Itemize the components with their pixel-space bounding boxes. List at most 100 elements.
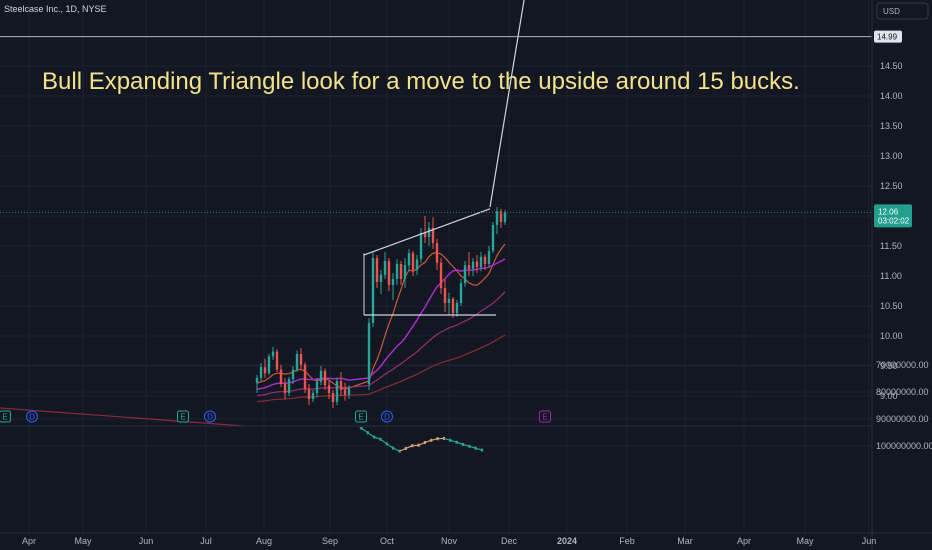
time-tick-label: Oct <box>380 536 395 546</box>
candle-body <box>255 378 259 383</box>
time-tick-label: Jun <box>862 536 877 546</box>
candle-body <box>339 381 343 390</box>
candle-body <box>475 261 479 267</box>
candle-body <box>287 379 291 393</box>
event-marker-label[interactable]: D <box>207 413 213 422</box>
event-marker-label[interactable]: D <box>384 413 390 422</box>
long-ma-line <box>0 407 253 426</box>
candle-body <box>303 364 307 389</box>
candle-body <box>375 258 379 282</box>
obv-segment <box>367 432 375 438</box>
candle-body <box>491 225 495 251</box>
candle-body <box>335 381 339 402</box>
target-price-label-box <box>874 30 902 43</box>
candle-body <box>343 390 347 395</box>
obv-segment <box>424 439 432 444</box>
earnings-marker-box[interactable] <box>0 410 11 423</box>
candle-body <box>347 388 351 395</box>
obv-segment <box>462 443 470 447</box>
price-tick-label: 10.00 <box>880 331 903 341</box>
candle-body <box>439 262 443 288</box>
time-tick-label: Dec <box>501 536 518 546</box>
volume-axis[interactable]: 100000000.00 90000000.00 80000000.00 700000… <box>876 360 932 451</box>
time-tick-label: 2024 <box>557 536 577 546</box>
candle-body <box>427 228 431 237</box>
earnings-marker-box[interactable] <box>539 410 551 423</box>
last-price-label: 12.06 <box>878 207 899 216</box>
price-tick-label: 13.00 <box>880 151 903 161</box>
price-tick-label: 12.50 <box>880 181 903 191</box>
candle-body <box>331 393 335 402</box>
obv-segment <box>450 439 457 443</box>
event-marker-label[interactable]: E <box>358 413 363 422</box>
candle-body <box>283 384 287 393</box>
candle-body <box>431 228 435 243</box>
time-tick-label: Jul <box>200 536 212 546</box>
candle-body <box>279 369 283 384</box>
obv-segment <box>359 427 362 429</box>
dividend-marker-circle[interactable] <box>381 410 393 423</box>
obv-segment <box>475 447 483 451</box>
candle-body <box>275 351 279 370</box>
candle-body <box>467 265 471 269</box>
time-axis[interactable]: Apr May Jun Jul Aug Sep Oct Nov Dec 2024 Feb Mar Apr… <box>22 536 876 546</box>
price-tick-label: 9.00 <box>880 391 898 401</box>
candle-body <box>295 354 299 370</box>
obv-segment <box>405 445 413 449</box>
earnings-marker-box[interactable] <box>177 410 189 423</box>
obv-series <box>359 427 484 453</box>
earnings-marker-box[interactable] <box>355 410 367 423</box>
trendlines[interactable] <box>0 0 872 316</box>
annotation-text[interactable]: Bull Expanding Triangle look for a move … <box>42 68 800 95</box>
candle-body <box>315 381 319 393</box>
candle-body <box>327 385 331 393</box>
candle-body <box>307 388 311 399</box>
candle-body <box>387 261 391 285</box>
candle-body <box>419 232 423 260</box>
dividend-marker-circle[interactable] <box>204 410 216 423</box>
dividend-marker-circle[interactable] <box>26 410 38 423</box>
volume-tick-label: 90000000.00 <box>876 414 929 424</box>
moving-average-line <box>256 258 506 391</box>
currency-button-frame[interactable] <box>876 2 929 20</box>
event-marker-label[interactable]: D <box>29 413 35 422</box>
time-tick-label: May <box>74 536 92 546</box>
volume-tick-label: 70000000.00 <box>876 360 929 370</box>
candle-body <box>311 393 315 399</box>
event-marker-label[interactable]: E <box>180 413 185 422</box>
last-price-label-box <box>874 204 912 228</box>
candle-body <box>503 212 507 222</box>
candle-body <box>479 256 483 267</box>
currency-button[interactable]: USD <box>876 2 929 20</box>
candle-body <box>415 259 419 270</box>
obv-segment <box>431 438 438 441</box>
time-tick-label: Nov <box>441 536 458 546</box>
moving-average-line <box>256 291 506 397</box>
obv-segment <box>443 437 451 441</box>
obv-segment <box>392 447 400 452</box>
upper-trendline[interactable] <box>363 208 491 256</box>
candle-body <box>299 354 303 365</box>
obv-segment <box>399 447 407 452</box>
candle-body <box>367 322 371 384</box>
event-marker-label[interactable]: E <box>542 413 547 422</box>
candle-body <box>291 369 295 380</box>
time-tick-label: Sep <box>322 536 338 546</box>
candle-body <box>407 253 411 266</box>
candle-body <box>455 303 459 314</box>
target-projection-line[interactable] <box>489 0 527 208</box>
candle-body <box>499 211 503 222</box>
obv-segment <box>412 444 419 447</box>
candle-body <box>495 211 499 225</box>
volume-tick-label: 80000000.00 <box>876 387 929 397</box>
price-tick-label: 14.50 <box>880 61 903 71</box>
currency-button-label[interactable]: USD <box>883 7 900 16</box>
target-price-label: 14.99 <box>877 33 898 42</box>
candle-body <box>443 288 447 303</box>
time-tick-label: Apr <box>22 536 36 546</box>
price-tick-label: 14.00 <box>880 91 903 101</box>
symbol-header[interactable]: Steelcase Inc., 1D, NYSE <box>4 4 107 14</box>
event-marker-label[interactable]: E <box>2 413 7 422</box>
candle-body <box>395 264 399 279</box>
candle-body <box>411 253 415 270</box>
